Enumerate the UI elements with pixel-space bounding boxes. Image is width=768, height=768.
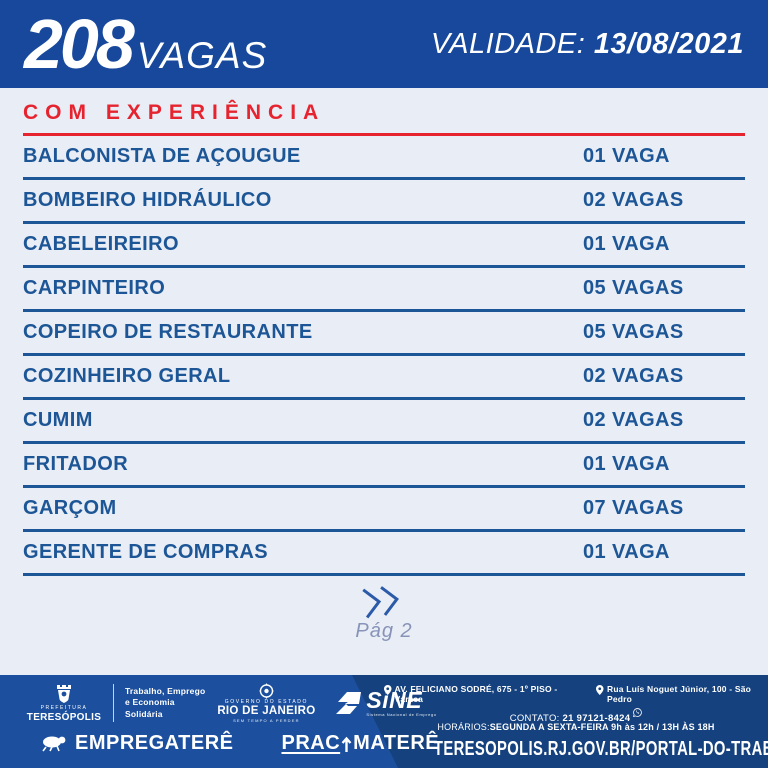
- horarios-days: SEGUNDA A SEXTA-FEIRA: [489, 722, 609, 732]
- page-label[interactable]: Pág 2: [355, 620, 413, 642]
- jobs-list: BALCONISTA DE AÇOUGUE 01 VAGA BOMBEIRO H…: [23, 136, 745, 576]
- prefeitura-label: PREFEITURA: [40, 705, 88, 712]
- pagination: Pág 2: [0, 576, 768, 650]
- job-count: 07 VAGAS: [583, 497, 684, 519]
- vacancy-count-label: VAGAS: [136, 34, 268, 76]
- job-title: COPEIRO DE RESTAURANTE: [23, 321, 313, 343]
- job-count: 05 VAGAS: [583, 277, 684, 299]
- job-row: BOMBEIRO HIDRÁULICO 02 VAGAS: [23, 180, 745, 224]
- prac-label: PRAC: [281, 732, 341, 754]
- vacancy-count: 208: [24, 4, 135, 83]
- job-row: CUMIM 02 VAGAS: [23, 400, 745, 444]
- job-count: 02 VAGAS: [583, 189, 684, 211]
- job-title: FRITADOR: [23, 453, 129, 475]
- pracimatere-logo: PRAC MATERÊ: [281, 732, 439, 755]
- address-1-text: AV. FELICIANO SODRÉ, 675 - 1º PISO - Vár…: [394, 684, 558, 705]
- governo-slogan: SEM TEMPO A PERDER: [233, 717, 300, 723]
- job-count: 02 VAGAS: [583, 365, 684, 387]
- contact-line: CONTATO: 21 97121-8424: [384, 708, 768, 724]
- empregatere-logo: EMPREGATERÊ: [40, 732, 233, 755]
- section-title: COM EXPERIÊNCIA: [23, 101, 326, 124]
- footer-contact: AV. FELICIANO SODRÉ, 675 - 1º PISO - Vár…: [384, 675, 768, 768]
- section-header: COM EXPERIÊNCIA: [23, 88, 745, 136]
- job-title: BOMBEIRO HIDRÁULICO: [23, 189, 272, 211]
- validity: VALIDADE: 13/08/2021: [431, 28, 744, 61]
- teresopolis-crest-icon: [57, 685, 71, 704]
- sine-logo: SiNE Sistema Nacional de Emprego: [335, 689, 436, 717]
- addresses: AV. FELICIANO SODRÉ, 675 - 1º PISO - Vár…: [384, 684, 768, 704]
- horarios-hours: 9h às 12h / 13H ÀS 18H: [608, 722, 715, 732]
- job-count: 01 VAGA: [583, 453, 670, 475]
- hours-line: HORÁRIOS:SEGUNDA A SEXTA-FEIRA 9h às 12h…: [384, 722, 768, 732]
- dept-line2: e Economia: [125, 697, 175, 708]
- address-2-text: Rua Luís Noguet Júnior, 100 - São Pedro: [606, 684, 752, 705]
- job-row: COZINHEIRO GERAL 02 VAGAS: [23, 356, 745, 400]
- job-title: BALCONISTA DE AÇOUGUE: [23, 145, 301, 167]
- empregatere-label: EMPREGATERÊ: [75, 732, 234, 754]
- job-row: COPEIRO DE RESTAURANTE 05 VAGAS: [23, 312, 745, 356]
- vacancy-total: 208 VAGAS: [24, 4, 268, 83]
- matere-label: MATERÊ: [353, 732, 440, 754]
- address-2: Rua Luís Noguet Júnior, 100 - São Pedro: [596, 684, 768, 704]
- job-title: CUMIM: [23, 409, 93, 431]
- job-count: 05 VAGAS: [583, 321, 684, 343]
- job-count: 01 VAGA: [583, 145, 670, 167]
- dept-line1: Trabalho, Emprego: [125, 685, 206, 696]
- footer: PREFEITURA TERESÓPOLIS Trabalho, Emprego…: [0, 675, 768, 768]
- contato-label: CONTATO:: [509, 713, 563, 725]
- sheep-icon: [42, 736, 66, 752]
- sine-label: SiNE: [366, 687, 423, 713]
- footer-logos: PREFEITURA TERESÓPOLIS Trabalho, Emprego…: [26, 680, 437, 726]
- phone-number: 21 97121-8424: [562, 713, 631, 725]
- horarios-label: HORÁRIOS:: [437, 722, 490, 732]
- logo-divider: [113, 684, 114, 722]
- dept-line3: Solidária: [125, 708, 163, 719]
- job-count: 01 VAGA: [583, 541, 670, 563]
- job-title: CARPINTEIRO: [23, 277, 166, 299]
- job-count: 02 VAGAS: [583, 409, 684, 431]
- job-row: FRITADOR 01 VAGA: [23, 444, 745, 488]
- job-title: GARÇOM: [23, 497, 117, 519]
- location-pin-icon: [384, 685, 392, 695]
- job-count: 01 VAGA: [583, 233, 670, 255]
- footer-brands: EMPREGATERÊ PRAC MATERÊ: [40, 732, 439, 755]
- website-link[interactable]: TERESOPOLIS.RJ.GOV.BR/PORTAL-DO-TRABALHA…: [433, 738, 768, 760]
- job-title: COZINHEIRO GERAL: [23, 365, 231, 387]
- governo-rj-logo: GOVERNO DO ESTADO RIO DE JANEIRO SEM TEM…: [216, 682, 316, 724]
- whatsapp-icon: [633, 708, 643, 717]
- up-arrow-icon: [341, 736, 352, 752]
- next-page-chevron-icon[interactable]: [359, 580, 410, 622]
- sine-subtitle: Sistema Nacional de Emprego: [366, 712, 437, 717]
- job-row: GARÇOM 07 VAGAS: [23, 488, 745, 532]
- dept-label: Trabalho, Emprego e Economia Solidária: [125, 686, 205, 720]
- rio-de-janeiro-crest-icon: [258, 682, 274, 699]
- address-1: AV. FELICIANO SODRÉ, 675 - 1º PISO - Vár…: [384, 684, 576, 704]
- location-pin-icon: [596, 685, 604, 695]
- sine-s-icon: [336, 692, 362, 714]
- rio-de-janeiro-label: RIO DE JANEIRO: [217, 705, 316, 718]
- job-row: CARPINTEIRO 05 VAGAS: [23, 268, 745, 312]
- validity-label: VALIDADE:: [430, 27, 586, 60]
- teresopolis-label: TERESÓPOLIS: [26, 711, 102, 723]
- validity-date: 13/08/2021: [593, 27, 744, 60]
- governo-label: GOVERNO DO ESTADO: [224, 698, 308, 705]
- header: 208 VAGAS VALIDADE: 13/08/2021: [0, 0, 768, 88]
- job-row: BALCONISTA DE AÇOUGUE 01 VAGA: [23, 136, 745, 180]
- job-title: GERENTE DE COMPRAS: [23, 541, 269, 563]
- job-title: CABELEIREIRO: [23, 233, 179, 255]
- job-row: GERENTE DE COMPRAS 01 VAGA: [23, 532, 745, 576]
- job-row: CABELEIREIRO 01 VAGA: [23, 224, 745, 268]
- prefeitura-teresopolis-logo: PREFEITURA TERESÓPOLIS: [26, 683, 102, 723]
